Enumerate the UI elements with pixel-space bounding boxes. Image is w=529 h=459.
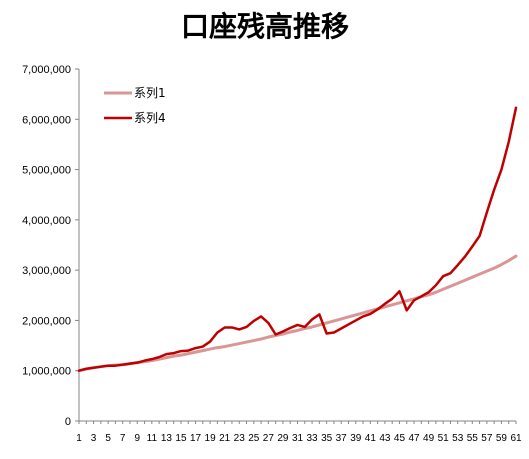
- x-tick-label: 31: [292, 433, 304, 444]
- y-tick-label: 0: [65, 416, 71, 428]
- x-tick-label: 15: [175, 433, 187, 444]
- y-tick-label: 6,000,000: [22, 114, 71, 126]
- x-tick-label: 3: [91, 433, 97, 444]
- x-tick-label: 13: [161, 433, 173, 444]
- y-tick-label: 3,000,000: [22, 265, 71, 277]
- legend-label: 系列4: [134, 111, 166, 125]
- x-tick-label: 1: [76, 433, 82, 444]
- x-tick-label: 19: [205, 433, 217, 444]
- x-tick-label: 33: [307, 433, 319, 444]
- x-tick-label: 39: [350, 433, 362, 444]
- x-tick-label: 9: [134, 433, 140, 444]
- x-tick-label: 59: [496, 433, 508, 444]
- x-tick-label: 23: [234, 433, 246, 444]
- legend: 系列1 系列4: [104, 86, 166, 125]
- x-tick-label: 35: [321, 433, 333, 444]
- series-line-1: [77, 254, 518, 373]
- x-tick-label: 51: [438, 433, 450, 444]
- x-tick-label: 11: [147, 433, 158, 444]
- y-tick-label: 5,000,000: [22, 165, 71, 177]
- x-tick-label: 17: [190, 433, 202, 444]
- x-tick-label: 5: [105, 433, 111, 444]
- series-line-2: [77, 106, 518, 372]
- x-tick-label: 57: [481, 433, 493, 444]
- legend-label: 系列1: [134, 86, 166, 100]
- x-tick-label: 43: [379, 433, 391, 444]
- chart-title: 口座残高推移: [181, 10, 349, 43]
- x-tick-label: 7: [120, 433, 126, 444]
- y-tick-label: 4,000,000: [22, 215, 71, 227]
- x-tick-label: 27: [263, 433, 275, 444]
- x-tick-label: 61: [510, 433, 522, 444]
- series-layer: [77, 106, 518, 373]
- y-axis: 0 1,000,000 2,000,000 3,000,000 4,000,000 5,0…: [22, 64, 80, 428]
- x-tick-label: 21: [219, 433, 231, 444]
- x-axis: 1 3 5 7 9 11 13 15 17 19 21 23 25 27 29 31 33 35 37 39 41 43 4…: [76, 420, 522, 444]
- x-tick-label: 41: [365, 433, 377, 444]
- x-tick-label: 49: [423, 433, 435, 444]
- x-tick-label: 29: [277, 433, 289, 444]
- x-tick-label: 37: [336, 433, 348, 444]
- x-tick-label: 55: [467, 433, 479, 444]
- x-tick-label: 45: [394, 433, 406, 444]
- y-tick-label: 2,000,000: [22, 315, 71, 327]
- x-tick-label: 47: [408, 433, 420, 444]
- y-tick-label: 1,000,000: [22, 366, 71, 378]
- x-tick-label: 53: [452, 433, 464, 444]
- y-tick-label: 7,000,000: [22, 64, 71, 76]
- x-tick-label: 25: [248, 433, 260, 444]
